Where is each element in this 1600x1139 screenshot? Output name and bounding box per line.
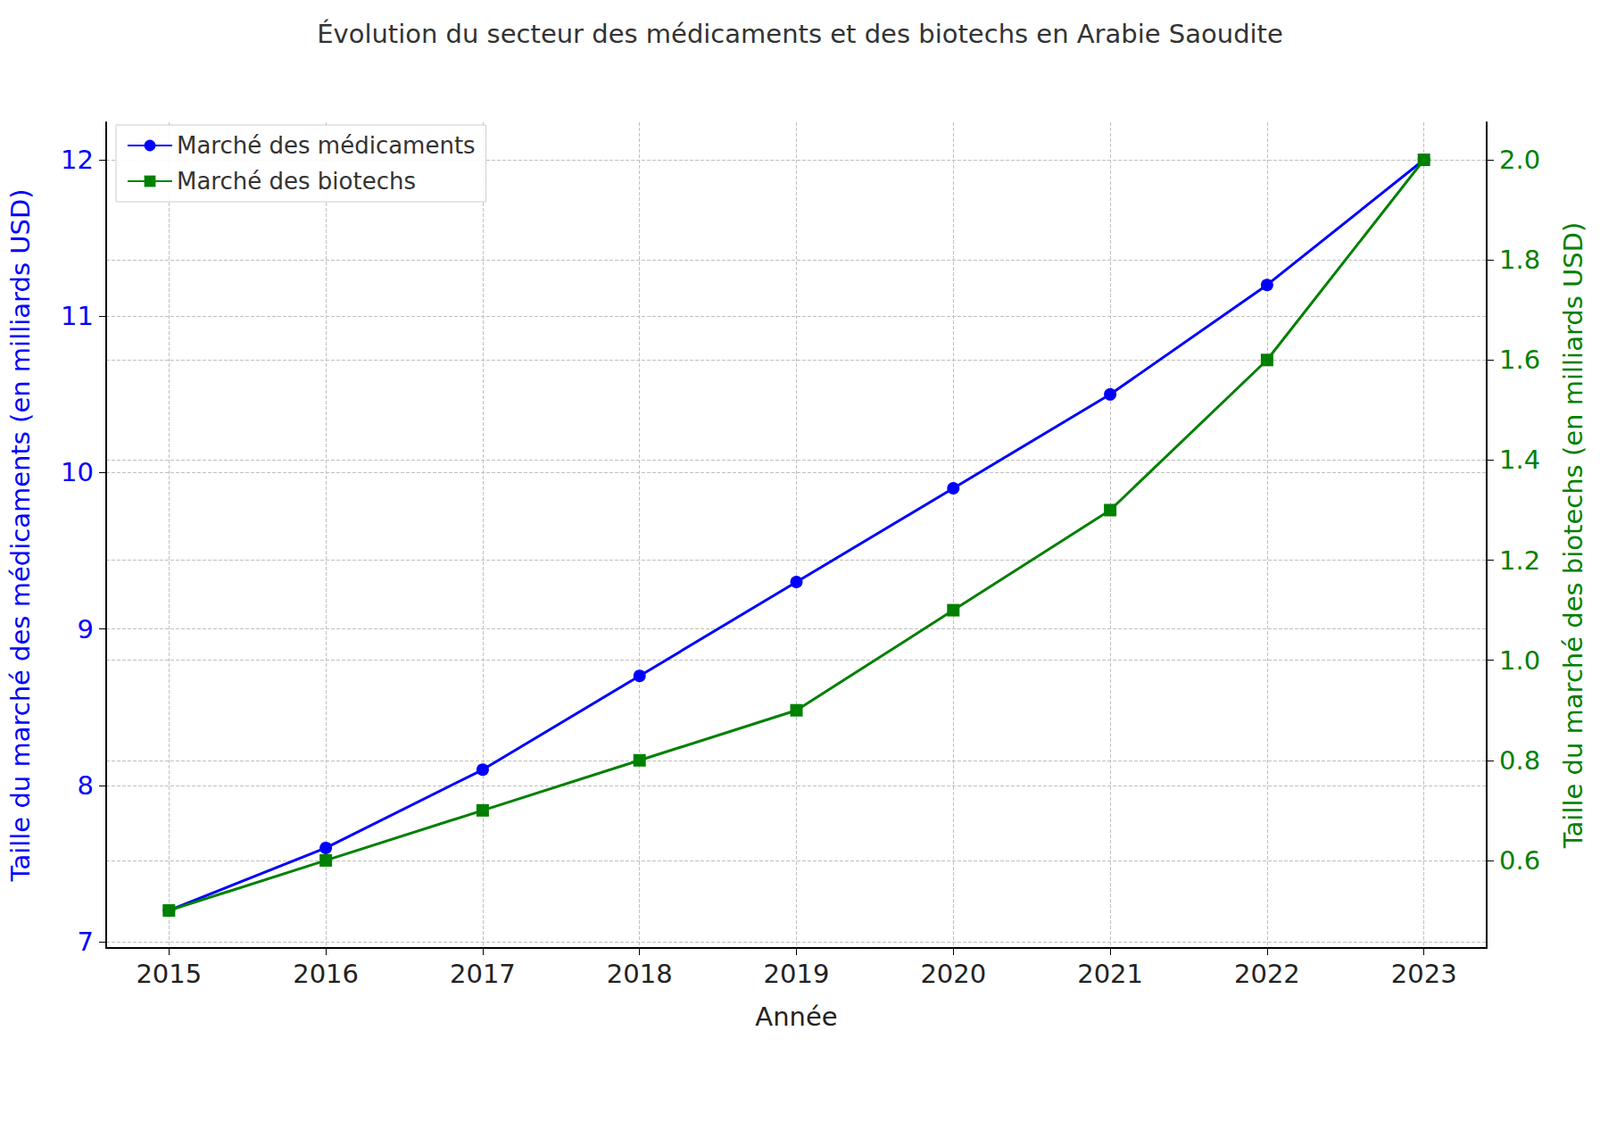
svg-text:2019: 2019: [763, 958, 830, 989]
svg-text:Année: Année: [754, 1001, 838, 1032]
svg-text:2015: 2015: [135, 958, 202, 989]
svg-text:7: 7: [77, 926, 94, 957]
svg-text:Marché des biotechs: Marché des biotechs: [176, 167, 416, 195]
svg-text:10: 10: [60, 456, 94, 488]
svg-text:0.8: 0.8: [1499, 745, 1541, 776]
svg-text:2016: 2016: [292, 958, 359, 989]
svg-text:1.8: 1.8: [1499, 244, 1541, 275]
svg-text:9: 9: [77, 613, 94, 645]
svg-text:0.6: 0.6: [1499, 845, 1541, 876]
svg-text:Taille du marché des médicamen: Taille du marché des médicaments (en mil…: [5, 188, 36, 882]
svg-text:2021: 2021: [1077, 958, 1144, 989]
svg-text:2022: 2022: [1234, 958, 1301, 989]
svg-text:2018: 2018: [606, 958, 673, 989]
svg-text:12: 12: [60, 144, 94, 175]
svg-text:1.6: 1.6: [1499, 344, 1541, 375]
svg-text:2020: 2020: [920, 958, 987, 989]
svg-text:1.2: 1.2: [1499, 545, 1541, 576]
svg-text:2017: 2017: [449, 958, 516, 989]
svg-text:11: 11: [60, 300, 94, 332]
svg-text:8: 8: [77, 770, 94, 801]
svg-text:Évolution du secteur des médic: Évolution du secteur des médicaments et …: [316, 18, 1284, 50]
svg-text:Taille du marché des biotechs: Taille du marché des biotechs (en millia…: [1558, 222, 1589, 850]
svg-text:1.4: 1.4: [1499, 444, 1541, 475]
svg-text:Marché des médicaments: Marché des médicaments: [176, 132, 476, 159]
svg-text:1.0: 1.0: [1499, 645, 1541, 676]
svg-text:2023: 2023: [1391, 958, 1458, 989]
svg-text:2.0: 2.0: [1499, 144, 1541, 175]
